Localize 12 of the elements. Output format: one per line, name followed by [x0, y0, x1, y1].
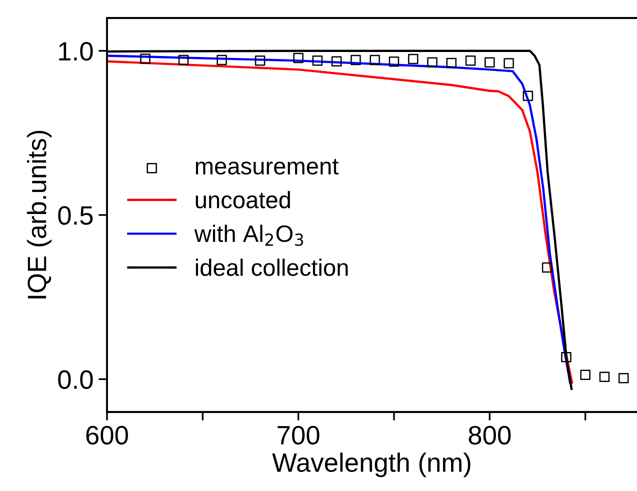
x-axis-title: Wavelength (nm) [272, 452, 470, 478]
legend-label: uncoated [196, 191, 290, 208]
legend-label: with Al$_{2}$O$_{3}$ [194, 224, 304, 246]
y-tick-label: 1.0 [59, 42, 93, 61]
legend-label: ideal collection [196, 258, 348, 276]
x-tick-label: 800 [468, 426, 511, 445]
y-axis-title: IQE (arb.units) [26, 130, 52, 298]
x-tick-label: 700 [278, 426, 320, 445]
legend-label: measurement [196, 159, 339, 175]
y-tick-label: 0.5 [58, 206, 93, 225]
x-tick-label: 600 [86, 426, 128, 445]
y-tick-label: 0.0 [58, 370, 93, 389]
